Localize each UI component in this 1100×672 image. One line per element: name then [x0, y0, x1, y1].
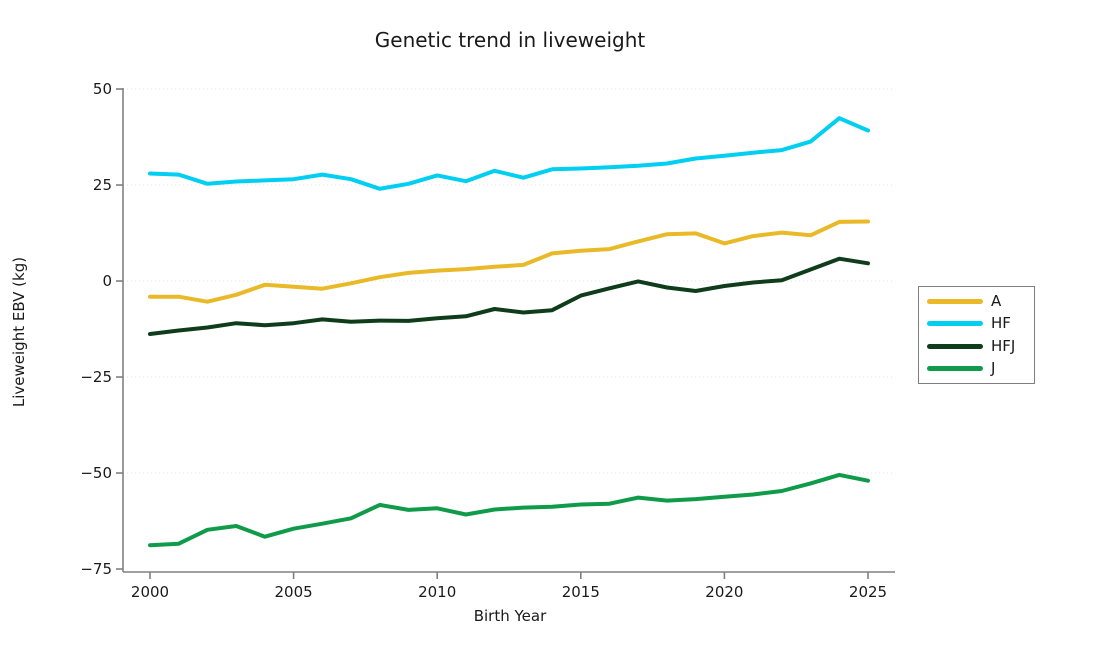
x-tick-label: 2000 [130, 583, 170, 601]
y-tick-label: 50 [92, 80, 112, 98]
series-line-J [148, 472, 870, 548]
y-tick-label: 0 [102, 272, 112, 290]
legend-box: A HF HFJ J [918, 286, 1035, 384]
series-line-A [148, 219, 870, 304]
chart-title: Genetic trend in liveweight [374, 28, 646, 52]
series-line-HF [148, 116, 870, 191]
x-tick-label: 2010 [418, 583, 457, 601]
legend-label: A [991, 292, 1002, 311]
x-tick-label: 2025 [848, 583, 888, 601]
legend-entry: A [927, 293, 1026, 310]
legend-entry: HF [927, 315, 1026, 332]
series-line-HFJ [148, 256, 870, 336]
legend-line-swatch [927, 321, 983, 327]
x-axis-title: Birth Year [473, 607, 547, 625]
y-tick-label: 25 [92, 176, 112, 194]
x-tick-label: 2020 [705, 583, 744, 601]
legend-label: J [991, 358, 996, 377]
legend-line-swatch [927, 343, 983, 349]
y-tick-label: −50 [80, 464, 112, 482]
legend-entry: HFJ [927, 338, 1026, 355]
x-tick-label: 2005 [274, 583, 313, 601]
legend-line-swatch [927, 365, 983, 371]
y-axis-title: Liveweight EBV (kg) [10, 256, 28, 408]
x-tick-label: 2015 [561, 583, 600, 601]
legend-entry: J [927, 360, 1026, 377]
legend-label: HFJ [991, 336, 1016, 355]
legend-line-swatch [927, 299, 983, 305]
legend-label: HF [991, 314, 1011, 333]
y-tick-label: −25 [80, 368, 112, 386]
y-tick-label: −75 [80, 560, 112, 578]
